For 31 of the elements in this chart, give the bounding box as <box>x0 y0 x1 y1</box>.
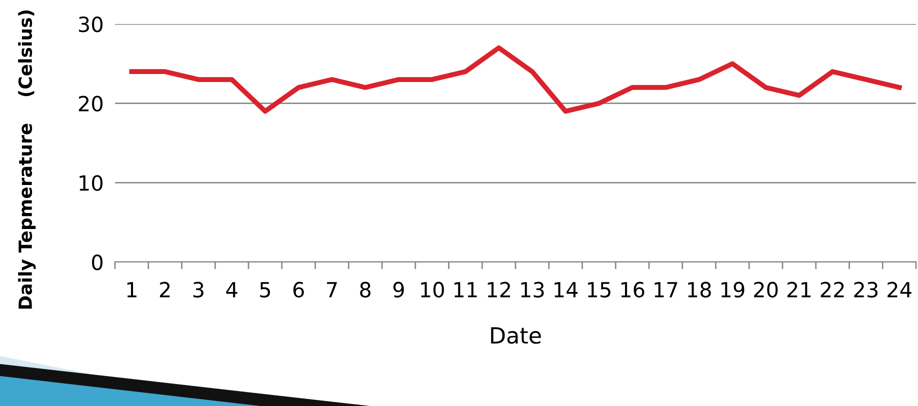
x-tick-label: 2 <box>160 282 170 298</box>
x-tick-label: 20 <box>754 282 778 298</box>
x-tick-label: 21 <box>787 282 811 298</box>
x-tick-label: 5 <box>260 282 270 298</box>
x-tick-label: 13 <box>521 282 544 298</box>
x-tick-label: 4 <box>226 282 238 298</box>
x-tick-label: 14 <box>554 282 578 298</box>
x-tick-label: 8 <box>360 282 371 298</box>
x-tick-label: 6 <box>293 282 304 298</box>
x-tick-label: 7 <box>327 282 337 298</box>
x-tick-label: 11 <box>454 282 477 298</box>
x-axis-title: Date <box>491 327 541 344</box>
y-tick-label: 20 <box>78 96 103 112</box>
x-tick-label: 24 <box>888 282 912 298</box>
x-tick-label: 3 <box>193 282 204 298</box>
x-tick-label: 10 <box>421 282 444 298</box>
x-tick-label: 17 <box>654 282 678 298</box>
y-tick-label: 10 <box>80 175 103 191</box>
x-tick-label: 16 <box>621 282 644 298</box>
x-tick-label: 12 <box>488 282 510 298</box>
y-axis-title: Daily Tepmerature (Celsius) <box>18 10 36 309</box>
y-tick-label: 30 <box>78 16 103 32</box>
line-series <box>129 45 902 114</box>
x-tick-label: 15 <box>588 282 610 298</box>
x-tick-label: 19 <box>721 282 744 298</box>
x-tick-label: 23 <box>854 282 878 298</box>
x-tick-label: 18 <box>688 282 711 298</box>
x-tick-label: 9 <box>393 282 404 298</box>
x-tick-label: 1 <box>127 282 136 298</box>
x-tick-label: 22 <box>820 282 844 298</box>
y-tick-label: 0 <box>92 254 103 270</box>
